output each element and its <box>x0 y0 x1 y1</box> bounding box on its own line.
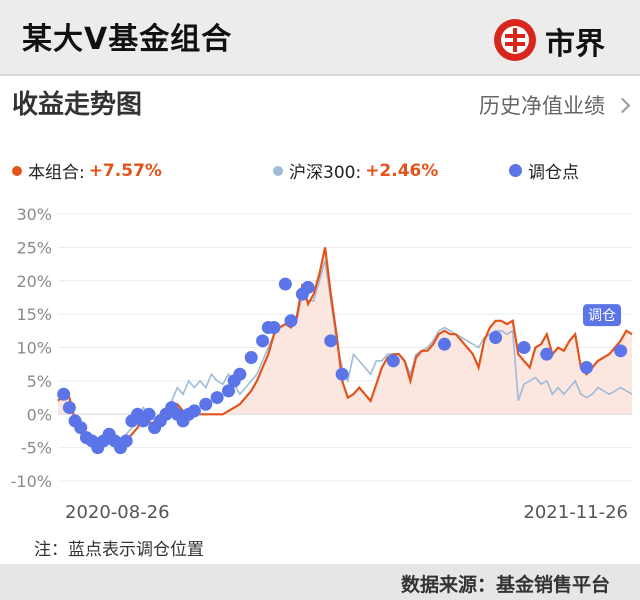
rebalance-point <box>517 341 531 354</box>
y-tick-label: 0% <box>27 405 52 424</box>
rebalance-point <box>437 337 451 351</box>
portfolio-dot-icon <box>12 165 22 176</box>
rebalance-point <box>256 334 270 348</box>
rebalance-point <box>301 280 315 294</box>
y-tick-label: -5% <box>21 439 52 458</box>
header-banner: 某大V基金组合 市界 <box>0 0 640 74</box>
brand-name: 市界 <box>545 27 605 62</box>
rebalance-point <box>580 361 594 375</box>
legend-portfolio-value: +7.57% <box>88 160 162 181</box>
rebalance-point <box>335 367 349 381</box>
rebalance-point <box>614 344 628 358</box>
rebalance-point <box>62 401 76 415</box>
rebalance-point <box>267 320 281 334</box>
header-divider <box>0 74 640 76</box>
rebalance-point <box>199 397 213 411</box>
rebalance-point <box>119 434 133 448</box>
rebalance-point <box>244 351 258 365</box>
rebalance-point <box>324 334 338 348</box>
footnote: 注：蓝点表示调仓位置 <box>34 540 204 560</box>
rebalance-point <box>187 404 201 418</box>
rebalance-point <box>540 347 554 361</box>
rebalance-point <box>221 384 235 398</box>
x-tick-label: 2021-11-26 <box>523 502 628 523</box>
legend-index-value: +2.46% <box>365 160 439 181</box>
legend-portfolio-label: 本组合: <box>28 163 85 183</box>
footer-bar: 数据来源：基金销售平台 <box>0 564 640 600</box>
history-nav-link[interactable]: 历史净值业绩 <box>479 90 631 120</box>
portfolio-area <box>58 247 632 415</box>
rebalance-point <box>74 421 88 435</box>
return-trend-chart: 30% 25% 20% 15% 10% 5% 0% -5% -10% 调仓 2020-08-26 20… <box>11 205 633 523</box>
y-tick-label: -10% <box>11 472 52 491</box>
shijie-logo-icon <box>494 19 536 61</box>
legend-portfolio: 本组合: +7.57% <box>12 158 162 183</box>
history-link-label: 历史净值业绩 <box>479 94 605 118</box>
section-title: 收益走势图 <box>12 90 143 120</box>
rebalance-point <box>284 314 298 328</box>
y-tick-label: 15% <box>16 305 52 324</box>
index-dot-icon <box>273 165 283 176</box>
rebalance-dot-icon <box>509 164 522 177</box>
legend-rebalance: 调仓点 <box>509 158 579 183</box>
callout-label: 调仓 <box>588 308 616 324</box>
legend-index: 沪深300: +2.46% <box>273 158 438 183</box>
y-tick-label: 20% <box>16 272 52 291</box>
callout-box <box>583 304 621 327</box>
y-tick-label: 5% <box>27 372 52 391</box>
y-tick-label: 25% <box>16 238 52 257</box>
y-tick-label: 10% <box>16 339 52 358</box>
rebalance-point <box>233 367 247 381</box>
rebalance-point <box>489 330 503 344</box>
x-tick-label: 2020-08-26 <box>65 502 170 523</box>
legend-index-label: 沪深300: <box>289 163 362 183</box>
y-tick-label: 30% <box>16 205 52 224</box>
rebalance-point <box>57 387 71 401</box>
data-source: 数据来源：基金销售平台 <box>400 574 610 596</box>
legend-rebalance-label: 调仓点 <box>528 163 579 183</box>
header-title: 某大V基金组合 <box>22 22 233 57</box>
rebalance-point <box>278 277 292 291</box>
rebalance-point <box>142 407 156 421</box>
chevron-right-icon <box>614 97 631 113</box>
rebalance-point <box>386 354 400 368</box>
chart-legend: 本组合: +7.57% 沪深300: +2.46% 调仓点 <box>0 158 640 186</box>
rebalance-point <box>210 391 224 405</box>
